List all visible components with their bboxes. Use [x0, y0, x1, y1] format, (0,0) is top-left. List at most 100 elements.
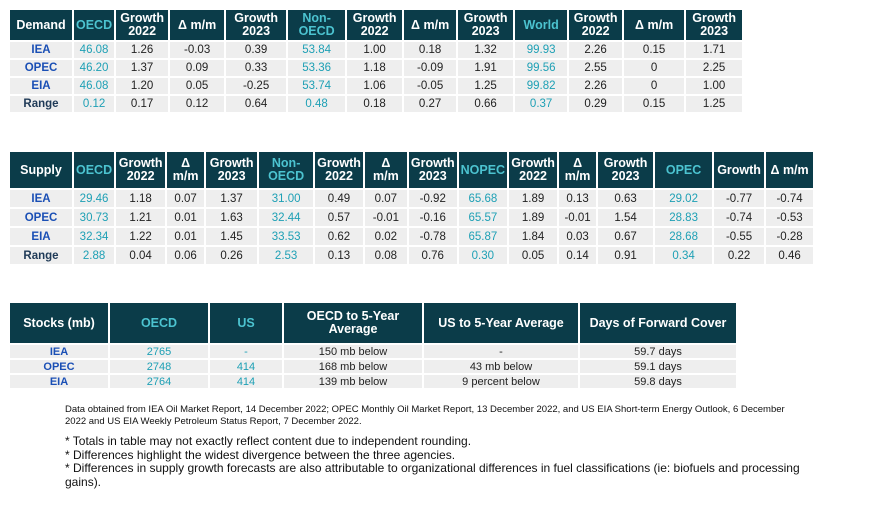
demand-cell: -0.09 — [404, 60, 457, 76]
stocks-header-oecd-to-5-year-average: OECD to 5-Year Average — [284, 303, 422, 343]
demand-row-label: OPEC — [10, 60, 72, 76]
supply-cell: 1.37 — [206, 190, 258, 207]
footnotes: * Totals in table may not exactly reflec… — [65, 434, 835, 489]
demand-header-m-m: Δ m/m — [404, 10, 457, 40]
supply-cell: 0.06 — [167, 247, 205, 264]
demand-cell: -0.05 — [404, 78, 457, 94]
demand-cell: 0 — [624, 78, 685, 94]
supply-cell: 0.13 — [559, 190, 597, 207]
supply-cell: -0.28 — [766, 228, 814, 245]
demand-row-label: Range — [10, 96, 72, 112]
supply-cell: -0.78 — [408, 228, 457, 245]
supply-cell: -0.55 — [714, 228, 765, 245]
supply-cell: 31.00 — [259, 190, 314, 207]
demand-cell: 1.25 — [458, 78, 514, 94]
demand-header-growth-2022: Growth 2022 — [569, 10, 623, 40]
demand-cell: 99.56 — [515, 60, 568, 76]
demand-header-growth-2023: Growth 2023 — [458, 10, 514, 40]
stocks-header-stocks-mb: Stocks (mb) — [10, 303, 108, 343]
supply-cell: 32.34 — [74, 228, 115, 245]
supply-cell: -0.74 — [766, 190, 814, 207]
demand-cell: 99.93 — [515, 42, 568, 58]
supply-cell: 30.73 — [74, 209, 115, 226]
demand-cell: 0.64 — [226, 96, 287, 112]
demand-cell: 0.12 — [74, 96, 115, 112]
demand-header-world: World — [515, 10, 568, 40]
supply-cell: 33.53 — [259, 228, 314, 245]
demand-cell: 1.26 — [116, 42, 169, 58]
supply-cell: 0.14 — [559, 247, 597, 264]
demand-cell: 1.91 — [458, 60, 514, 76]
demand-row-eia: EIA 46.08 1.20 0.05 -0.25 53.74 1.06 -0.05 1.25 9… — [10, 78, 743, 94]
supply-header-non-oecd: Non- OECD — [259, 152, 314, 188]
demand-cell: 0.18 — [347, 96, 403, 112]
supply-cell: -0.01 — [559, 209, 597, 226]
demand-body: IEA 46.08 1.26 -0.03 0.39 53.84 1.00 0.18 1.32 99… — [10, 42, 743, 112]
demand-cell: 1.06 — [347, 78, 403, 94]
supply-row-label: IEA — [10, 190, 72, 207]
demand-table: Demand OECD Growth 2022 Δ m/m Growth 2023 Non- O… — [8, 8, 744, 114]
supply-cell: 0.08 — [364, 247, 407, 264]
demand-cell: 46.08 — [74, 42, 115, 58]
demand-cell: 0.27 — [404, 96, 457, 112]
demand-cell: 2.26 — [569, 42, 623, 58]
supply-row-label: OPEC — [10, 209, 72, 226]
supply-header-oecd: OECD — [74, 152, 115, 188]
supply-cell: 0.26 — [206, 247, 258, 264]
stocks-table: Stocks (mb) OECD US OECD to 5-Year Average US… — [8, 301, 738, 390]
footnote-divergence: * Differences highlight the widest diver… — [65, 447, 456, 462]
stocks-cell: 59.8 days — [580, 375, 736, 388]
supply-header-growth-2023: Growth 2023 — [206, 152, 258, 188]
demand-cell: 1.25 — [686, 96, 743, 112]
stocks-cell: 168 mb below — [284, 360, 422, 373]
stocks-cell: 2765 — [110, 345, 208, 358]
supply-cell: 1.63 — [206, 209, 258, 226]
demand-cell: -0.03 — [170, 42, 225, 58]
demand-cell: -0.25 — [226, 78, 287, 94]
demand-cell: 1.32 — [458, 42, 514, 58]
demand-cell: 46.08 — [74, 78, 115, 94]
stocks-cell: 150 mb below — [284, 345, 422, 358]
stocks-cell: 2764 — [110, 375, 208, 388]
supply-header-nopec: NOPEC — [458, 152, 508, 188]
demand-cell: 0.29 — [569, 96, 623, 112]
supply-cell: 1.54 — [598, 209, 654, 226]
supply-header-growth: Growth — [714, 152, 765, 188]
supply-row-eia: EIA 32.34 1.22 0.01 1.45 33.53 0.62 0.02 -0.78 65… — [10, 228, 814, 245]
supply-cell: -0.74 — [714, 209, 765, 226]
source-note: Data obtained from IEA Oil Market Report… — [65, 404, 785, 427]
supply-cell: 0.07 — [364, 190, 407, 207]
demand-header-growth-2022: Growth 2022 — [347, 10, 403, 40]
supply-cell: 0.62 — [315, 228, 363, 245]
supply-cell: 0.91 — [598, 247, 654, 264]
supply-cell: -0.92 — [408, 190, 457, 207]
supply-cell: 0.05 — [509, 247, 558, 264]
stocks-cell: 43 mb below — [424, 360, 578, 373]
demand-cell: 53.74 — [288, 78, 346, 94]
supply-header-growth-2022: Growth 2022 — [116, 152, 166, 188]
stocks-row-label: IEA — [10, 345, 108, 358]
supply-row-label: Range — [10, 247, 72, 264]
supply-cell: 0.49 — [315, 190, 363, 207]
supply-cell: 28.68 — [655, 228, 713, 245]
supply-cell: 32.44 — [259, 209, 314, 226]
supply-cell: 29.46 — [74, 190, 115, 207]
demand-cell: 0.18 — [404, 42, 457, 58]
demand-cell: 1.00 — [347, 42, 403, 58]
supply-cell: -0.16 — [408, 209, 457, 226]
demand-header-row: Demand OECD Growth 2022 Δ m/m Growth 2023 Non- O… — [10, 10, 743, 40]
demand-cell: 0.66 — [458, 96, 514, 112]
supply-body: IEA 29.46 1.18 0.07 1.37 31.00 0.49 0.07 -0.92 65… — [10, 190, 814, 264]
footnote-classification: * Differences in supply growth forecasts… — [65, 461, 800, 489]
demand-cell: 53.36 — [288, 60, 346, 76]
supply-cell: 0.13 — [315, 247, 363, 264]
stocks-row-opec: OPEC 2748 414 168 mb below 43 mb below 59.1 d… — [10, 360, 736, 373]
demand-header-growth-2022: Growth 2022 — [116, 10, 169, 40]
supply-cell: 0.03 — [559, 228, 597, 245]
stocks-row-iea: IEA 2765-150 mb below -59.7 days — [10, 345, 736, 358]
